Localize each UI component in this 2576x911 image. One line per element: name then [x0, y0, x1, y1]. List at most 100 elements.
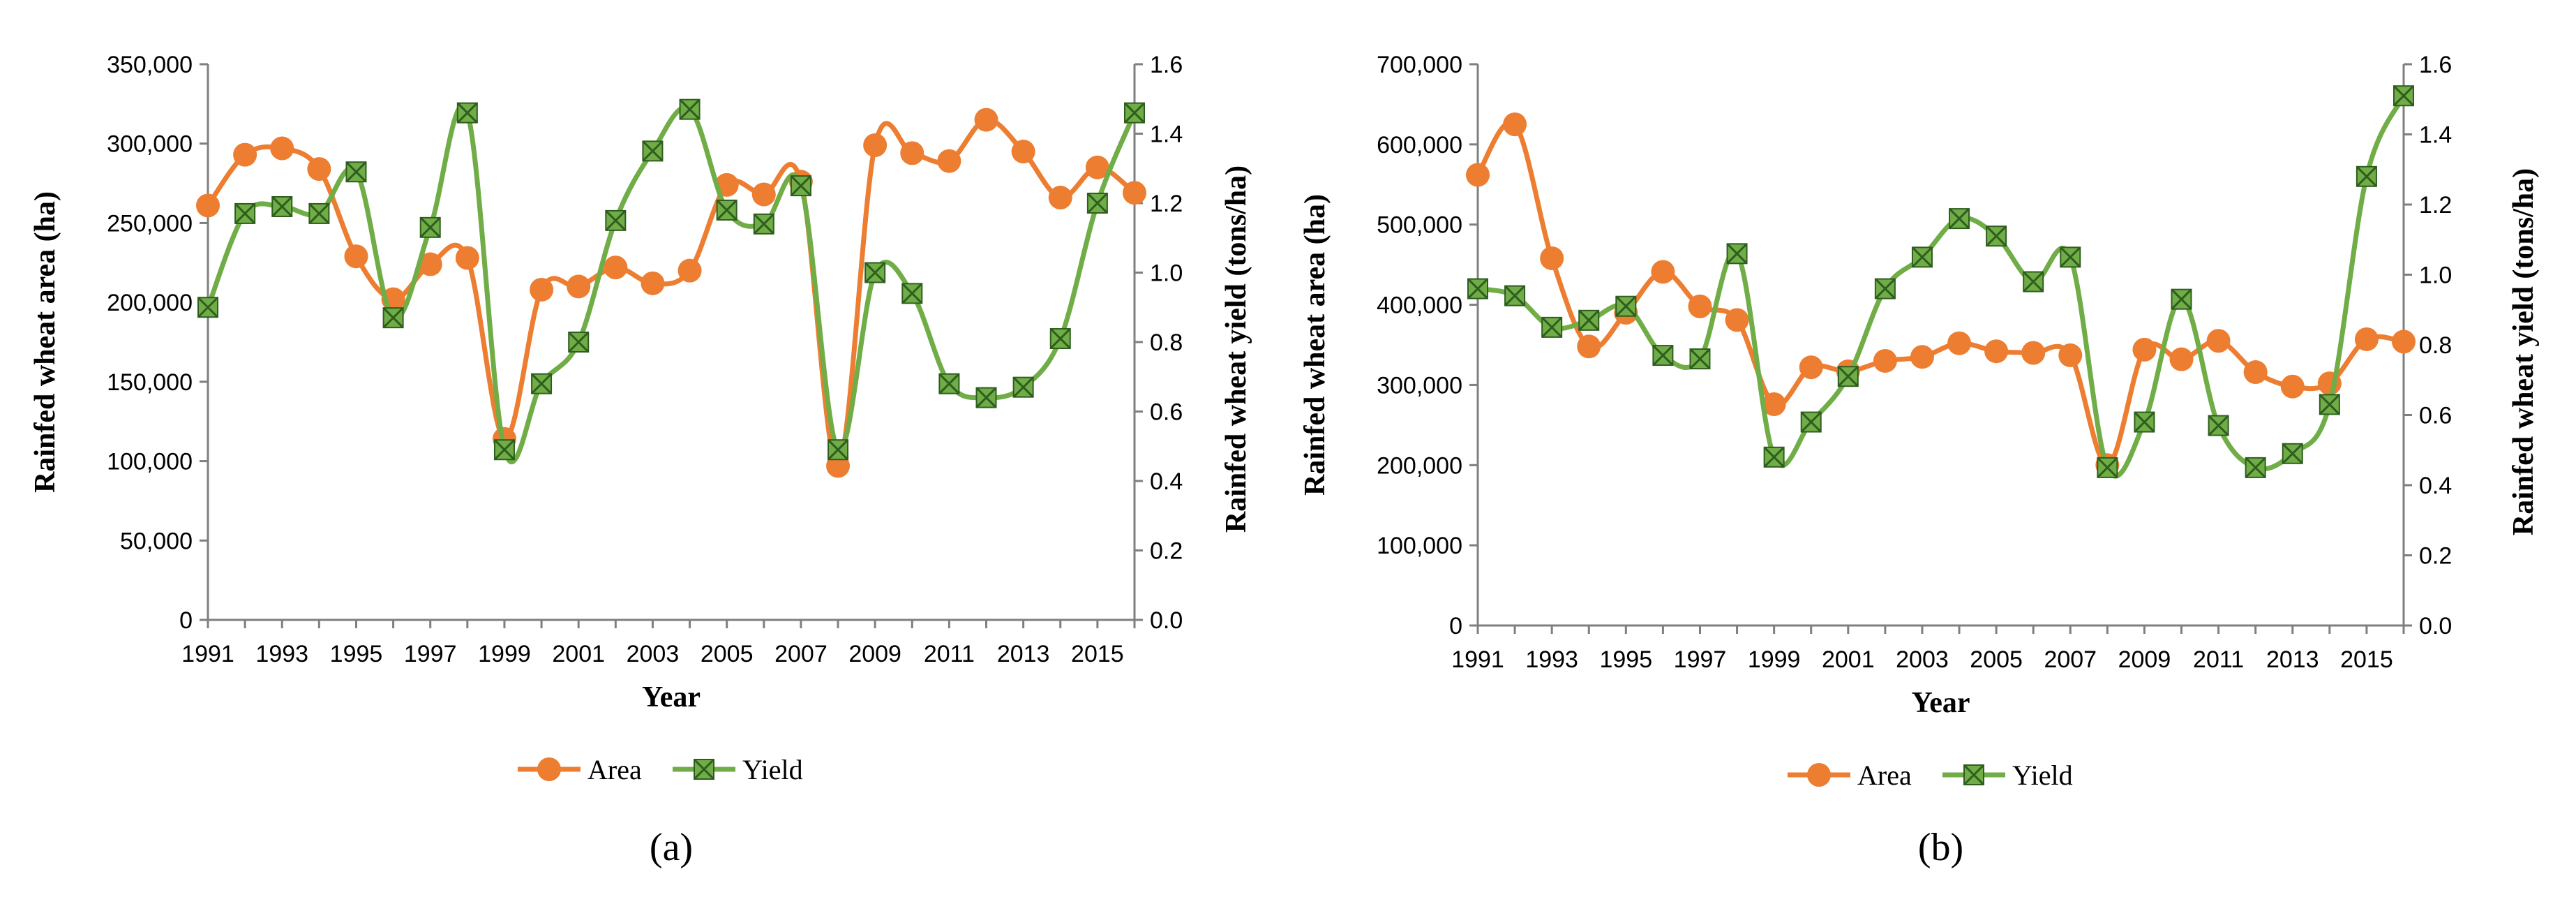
yield-point-cross — [2134, 411, 2155, 433]
yield-point-cross — [2171, 288, 2192, 310]
right-y-tick-label: 1.6 — [1150, 52, 1183, 78]
yield-point — [1504, 285, 1526, 306]
area-point — [2058, 343, 2083, 367]
x-tick-label: 1993 — [1525, 646, 1578, 673]
area-point — [2132, 337, 2157, 362]
right-y-tick-label: 0.0 — [2419, 613, 2452, 639]
x-tick-label: 2011 — [2193, 646, 2244, 673]
x-tick-label: 1995 — [1599, 646, 1652, 673]
yield-point-cross — [790, 175, 811, 197]
yield-point-cross — [2245, 457, 2266, 478]
left-y-tick-label: 200,000 — [1377, 452, 1462, 479]
yield-point-cross — [605, 209, 627, 231]
left-y-tick-label: 350,000 — [107, 52, 193, 78]
x-tick-label: 2001 — [1822, 646, 1875, 673]
area-point — [307, 157, 331, 182]
yield-point — [1049, 327, 1071, 350]
yield-point — [1086, 192, 1108, 214]
area-point — [2243, 360, 2268, 385]
yield-point-cross — [271, 195, 293, 218]
yield-point — [382, 307, 404, 329]
yield-point — [2319, 394, 2340, 415]
yield-point-cross — [1986, 225, 2007, 247]
area-point — [1085, 155, 1109, 179]
yield-point — [2060, 246, 2081, 268]
yield-point — [679, 98, 701, 120]
area-point — [2021, 341, 2046, 365]
yield-point — [1012, 376, 1034, 398]
legend: Area Yield — [1788, 760, 2073, 791]
yield-point — [234, 202, 256, 224]
area-point — [418, 252, 442, 276]
right-y-tick-label: 0.6 — [1150, 399, 1183, 426]
yield-point-cross — [2060, 246, 2081, 268]
legend-yield-marker-cross — [693, 758, 715, 780]
area-point — [1577, 334, 1601, 359]
yield-point-cross — [1012, 376, 1034, 398]
left-y-axis-title: Rainfed wheat area (ha) — [29, 191, 61, 493]
legend-area-marker — [537, 757, 561, 781]
panel-label: (b) — [1918, 826, 1963, 869]
yield-point — [938, 373, 960, 394]
yield-point — [605, 209, 627, 231]
x-tick-label: 2015 — [2340, 646, 2393, 673]
legend-yield-label: Yield — [2012, 760, 2073, 791]
yield-point — [753, 213, 774, 235]
x-tick-label: 1991 — [1451, 646, 1504, 673]
area-point — [900, 141, 924, 165]
yield-point — [827, 439, 849, 461]
left-y-tick-label: 150,000 — [107, 369, 193, 396]
x-tick-label: 2005 — [701, 641, 754, 667]
area-point — [863, 133, 888, 157]
left-y-axis-title: Rainfed wheat area (ha) — [1299, 194, 1331, 496]
yield-point-cross — [642, 140, 664, 162]
yield-point — [1467, 278, 1489, 299]
left-y-tick-label: 200,000 — [107, 290, 193, 316]
yield-point — [2097, 457, 2118, 478]
left-y-tick-label: 100,000 — [1377, 533, 1462, 559]
yield-point — [975, 387, 997, 408]
yield-point-cross — [1578, 309, 1600, 331]
legend-area-label: Area — [587, 754, 642, 785]
yield-point — [419, 216, 441, 238]
right-y-axis-title: Rainfed wheat yield (tons/ha) — [2508, 168, 2540, 535]
right-y-tick-label: 0.8 — [1150, 329, 1183, 356]
area-point — [455, 246, 479, 270]
yield-point-cross — [679, 98, 701, 120]
x-tick-label: 2001 — [552, 641, 605, 667]
yield-point-cross — [2282, 443, 2303, 464]
yield-point-cross — [234, 202, 256, 224]
area-point — [1799, 355, 1823, 380]
legend: Area Yield — [518, 754, 803, 785]
yield-point-cross — [901, 283, 923, 304]
yield-point — [345, 161, 367, 183]
area-point — [2354, 327, 2379, 351]
right-y-tick-label: 1.4 — [2419, 122, 2452, 149]
yield-point — [1123, 102, 1146, 124]
panel-label: (a) — [650, 826, 693, 869]
area-point — [1984, 339, 2009, 364]
yield-point-cross — [1726, 243, 1748, 265]
left-y-tick-label: 0 — [1449, 613, 1462, 639]
x-tick-label: 2013 — [997, 641, 1050, 667]
yield-point — [2356, 165, 2377, 187]
yield-point — [716, 199, 737, 221]
yield-point — [456, 102, 478, 124]
yield-point-cross — [2319, 394, 2340, 415]
right-y-tick-label: 0.4 — [2419, 473, 2452, 499]
x-tick-label: 1995 — [330, 641, 383, 667]
chart-panel-b: 0 100,000 200,000 300,000 400,000 500,000 600,… — [1299, 52, 2540, 869]
yield-point-cross — [2392, 85, 2415, 107]
left-y-tick-label: 700,000 — [1377, 52, 1462, 78]
area-point — [751, 182, 776, 207]
area-point — [1048, 186, 1072, 210]
left-y-tick-label: 50,000 — [120, 528, 193, 554]
yield-point-cross — [1837, 366, 1859, 387]
yield-point-cross — [419, 216, 441, 238]
yield-point-cross — [716, 199, 737, 221]
area-point — [1947, 331, 1972, 355]
area-point — [196, 193, 220, 218]
yield-point-cross — [308, 202, 330, 224]
x-tick-label: 2015 — [1071, 641, 1124, 667]
right-y-tick-label: 1.6 — [2419, 52, 2452, 78]
